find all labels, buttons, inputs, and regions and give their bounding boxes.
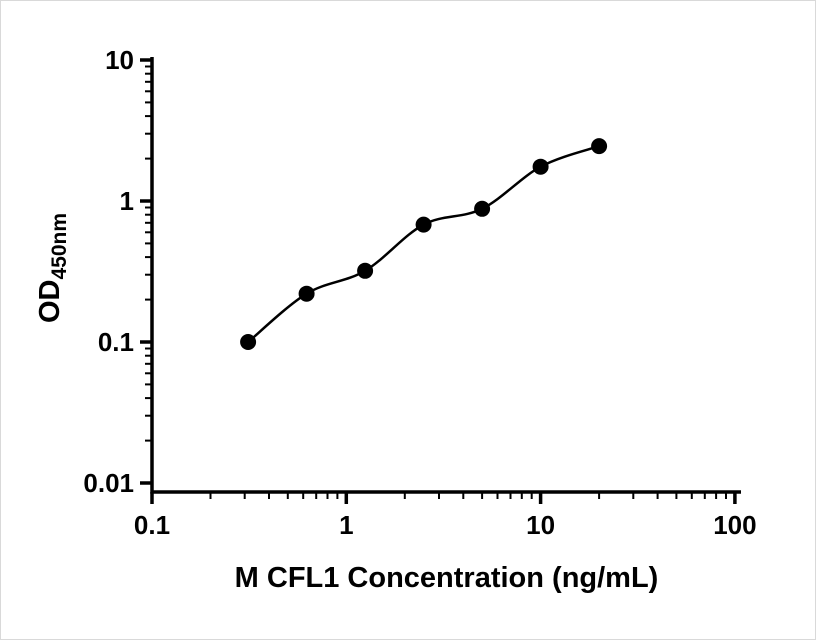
x-tick-label: 100 (713, 510, 756, 540)
y-tick-label: 0.01 (83, 468, 134, 498)
data-point (240, 334, 257, 350)
data-point (532, 158, 549, 175)
data-point (298, 285, 315, 302)
x-axis-title: M CFL1 Concentration (ng/mL) (234, 562, 659, 594)
x-tick-label: 1 (339, 510, 353, 540)
data-point (474, 200, 491, 217)
y-tick-label: 0.1 (98, 327, 134, 357)
y-axis-title: OD450nm (34, 138, 71, 398)
data-point (415, 216, 432, 233)
y-axis-label: OD (34, 279, 66, 324)
y-axis-label-subscript: 450nm (48, 212, 71, 280)
x-tick-label: 0.1 (134, 510, 170, 540)
axis-frame (150, 57, 741, 494)
y-tick-label: 10 (105, 45, 134, 75)
y-tick-label: 1 (120, 186, 134, 216)
fit-curve (247, 144, 600, 343)
x-tick-label: 10 (526, 510, 555, 540)
data-point (357, 262, 374, 279)
data-point (591, 138, 608, 155)
